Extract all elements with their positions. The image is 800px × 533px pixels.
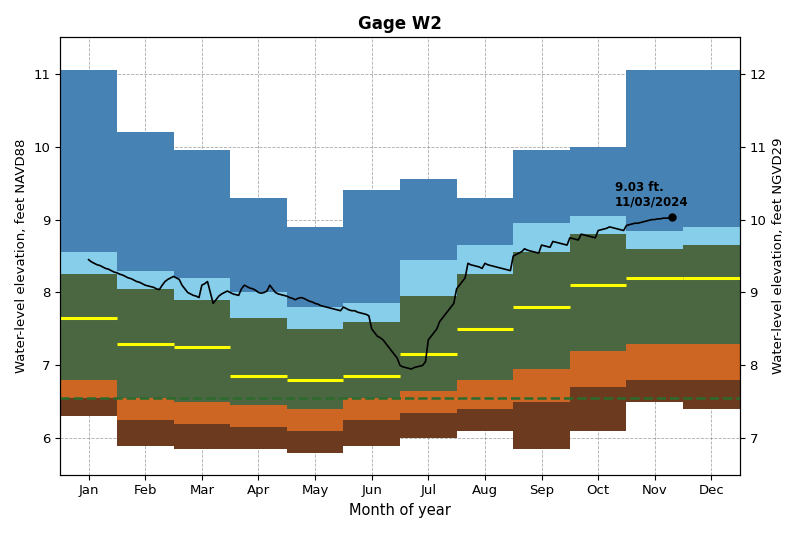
Bar — [117, 132, 174, 271]
Bar — [117, 398, 174, 420]
Bar — [60, 253, 117, 274]
Bar — [230, 318, 286, 406]
Bar — [457, 245, 514, 274]
Bar — [457, 274, 514, 380]
Bar — [457, 380, 514, 409]
Bar — [60, 70, 117, 253]
Bar — [514, 253, 570, 369]
Bar — [514, 369, 570, 402]
Bar — [174, 278, 230, 300]
Bar — [570, 216, 626, 234]
Bar — [683, 380, 740, 409]
Y-axis label: Water-level elevation, feet NAVD88: Water-level elevation, feet NAVD88 — [15, 139, 28, 373]
Bar — [570, 234, 626, 351]
Bar — [230, 293, 286, 318]
Bar — [60, 380, 117, 398]
Bar — [457, 198, 514, 245]
Bar — [174, 150, 230, 278]
Bar — [174, 300, 230, 402]
Bar — [400, 180, 457, 260]
Bar — [683, 343, 740, 380]
Bar — [286, 227, 343, 307]
Bar — [286, 307, 343, 329]
Bar — [400, 391, 457, 413]
Bar — [343, 190, 400, 303]
Text: 9.03 ft.
11/03/2024: 9.03 ft. 11/03/2024 — [615, 181, 689, 208]
Bar — [683, 227, 740, 245]
Bar — [570, 147, 626, 216]
Bar — [570, 387, 626, 431]
Bar — [683, 245, 740, 343]
Bar — [343, 398, 400, 420]
Bar — [60, 398, 117, 416]
Bar — [117, 289, 174, 398]
Bar — [570, 351, 626, 387]
Bar — [174, 402, 230, 424]
Bar — [514, 150, 570, 223]
Bar — [286, 329, 343, 409]
Bar — [117, 271, 174, 289]
Bar — [457, 409, 514, 431]
Bar — [626, 249, 683, 343]
Bar — [343, 420, 400, 446]
Y-axis label: Water-level elevation, feet NGVD29: Water-level elevation, feet NGVD29 — [772, 138, 785, 374]
Bar — [343, 321, 400, 398]
Bar — [230, 198, 286, 293]
Bar — [626, 230, 683, 249]
Bar — [683, 70, 740, 227]
Bar — [286, 431, 343, 453]
Bar — [400, 296, 457, 391]
Bar — [514, 223, 570, 253]
Bar — [626, 343, 683, 380]
X-axis label: Month of year: Month of year — [349, 503, 451, 518]
Bar — [174, 424, 230, 449]
Bar — [514, 402, 570, 449]
Bar — [117, 420, 174, 446]
Bar — [286, 409, 343, 431]
Bar — [230, 406, 286, 427]
Bar — [626, 380, 683, 402]
Bar — [343, 303, 400, 321]
Title: Gage W2: Gage W2 — [358, 15, 442, 33]
Bar — [400, 260, 457, 296]
Bar — [230, 427, 286, 449]
Bar — [60, 274, 117, 380]
Bar — [400, 413, 457, 438]
Bar — [626, 70, 683, 230]
